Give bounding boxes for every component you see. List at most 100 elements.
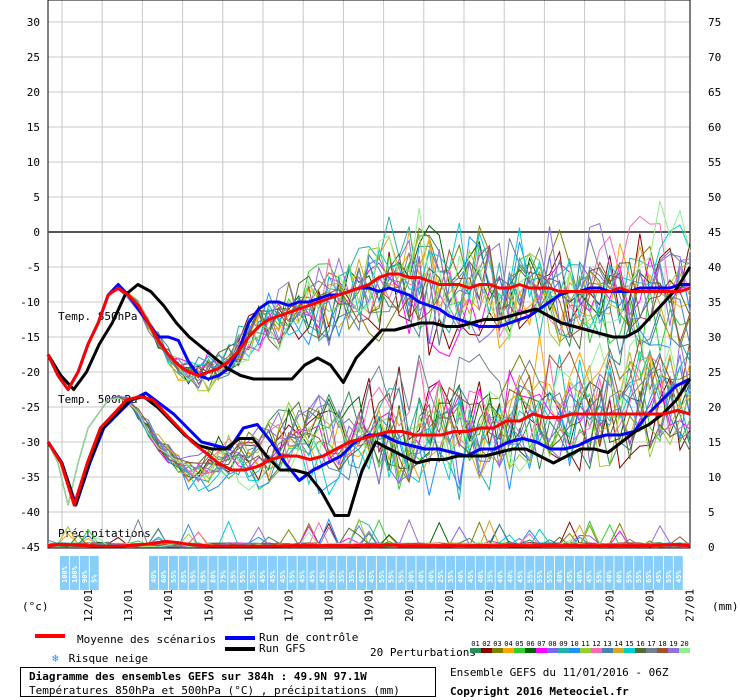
snow-risk-cell <box>634 556 644 590</box>
snow-risk-pct: 35% <box>328 570 336 583</box>
snow-risk-cell <box>376 556 386 590</box>
snow-risk-pct: 30% <box>408 570 416 583</box>
perturbation-key-11: 11 <box>580 640 591 653</box>
perturbation-key-10: 10 <box>569 640 580 653</box>
snow-risk-pct: 45% <box>675 570 683 583</box>
snow-risk-cell <box>79 556 89 590</box>
snow-risk-cell <box>475 556 485 590</box>
perturbation-swatch <box>668 648 679 653</box>
snow-risk-cell <box>495 556 505 590</box>
snow-risk-cell <box>208 556 218 590</box>
snow-risk-cell <box>218 556 228 590</box>
snow-risk-cell <box>406 556 416 590</box>
perturbation-key-01: 01 <box>470 640 481 653</box>
perturbation-swatch <box>613 648 624 653</box>
snow-risk-cell <box>604 556 614 590</box>
snowflake-icon: ❄ <box>52 652 59 665</box>
snow-risk-cell <box>624 556 634 590</box>
snow-risk-cell <box>574 556 584 590</box>
perturbation-number: 12 <box>592 640 601 648</box>
perturbation-number: 14 <box>614 640 623 648</box>
perturbation-number: 10 <box>570 640 579 648</box>
snow-risk-cell <box>594 556 604 590</box>
snow-risk-pct: 60% <box>615 570 623 583</box>
date-tick-label: 12/01 <box>82 589 95 622</box>
perturbation-swatch <box>635 648 646 653</box>
snow-risk-pct: 45% <box>586 570 594 583</box>
snow-risk-pct: 60% <box>160 570 168 583</box>
perturbation-number: 02 <box>482 640 491 648</box>
mean-swatch <box>35 633 65 638</box>
snow-risk-cell <box>416 556 426 590</box>
right-tick-label: 0 <box>708 541 715 554</box>
snow-risk-cell <box>555 556 564 590</box>
perturbation-swatch <box>569 648 580 653</box>
right-tick-label: 45 <box>708 226 721 239</box>
info-subtitle: Températures 850hPa et 500hPa (°C) , pré… <box>29 684 400 697</box>
perturbation-swatch <box>503 648 514 653</box>
snow-risk-pct: 95% <box>200 570 208 583</box>
left-tick-label: -5 <box>27 261 40 274</box>
snow-risk-pct: 55% <box>625 570 633 583</box>
perturbation-number: 16 <box>636 640 645 648</box>
snow-risk-cell <box>317 556 327 590</box>
snow-risk-pct: 55% <box>635 570 643 583</box>
snow-risk-pct: 55% <box>398 570 406 583</box>
snow-risk-pct: 75% <box>219 570 227 583</box>
perturbation-number: 03 <box>493 640 502 648</box>
left-tick-label: 5 <box>33 191 40 204</box>
snow-risk-cell <box>505 556 515 590</box>
date-tick-label: 18/01 <box>323 589 336 622</box>
perturbation-swatch <box>514 648 525 653</box>
snow-risk-pct: 55% <box>596 570 604 583</box>
perturbation-swatch <box>492 648 503 653</box>
snow-risk-pct: 45% <box>467 570 475 583</box>
perturbation-key-16: 16 <box>635 640 646 653</box>
right-tick-label: 25 <box>708 366 721 379</box>
snow-risk-pct: 40% <box>427 570 435 583</box>
date-tick-label: 16/01 <box>242 589 255 622</box>
snow-risk-cell <box>426 556 436 590</box>
legend-snow: ❄ Risque neige <box>52 652 148 665</box>
perturbation-number: 11 <box>581 640 590 648</box>
snow-risk-cell <box>357 556 366 590</box>
date-tick-label: 25/01 <box>603 589 616 622</box>
perturbation-key-07: 07 <box>536 640 547 653</box>
series-500hPa-run-de-contr-le <box>46 377 691 507</box>
snow-risk-cell <box>297 556 307 590</box>
date-tick-label: 22/01 <box>483 589 496 622</box>
left-tick-label: -45 <box>20 541 40 554</box>
perturbation-line <box>47 331 691 506</box>
right-tick-label: 5 <box>708 506 715 519</box>
perturbation-number: 18 <box>658 640 667 648</box>
right-tick-label: 55 <box>708 156 721 169</box>
snow-risk-cell <box>525 556 535 590</box>
snow-risk-cell <box>663 556 673 590</box>
perturbation-key-05: 05 <box>514 640 525 653</box>
snow-risk-cell <box>337 556 347 590</box>
perturbation-key-15: 15 <box>624 640 635 653</box>
snow-risk-pct: 40% <box>556 570 564 583</box>
left-tick-label: 0 <box>33 226 40 239</box>
snow-risk-cell <box>436 556 446 590</box>
perturbation-key-02: 02 <box>481 640 492 653</box>
perturbation-number: 13 <box>603 640 612 648</box>
snow-risk-pct: 55% <box>388 570 396 583</box>
perturbation-key-12: 12 <box>591 640 602 653</box>
series-500hPa-moyenne-des-sc-narios <box>46 395 691 507</box>
left-tick-label: -35 <box>20 471 40 484</box>
left-tick-label: 30 <box>27 16 40 29</box>
snow-risk-pct: 55% <box>239 570 247 583</box>
right-tick-label: 75 <box>708 16 721 29</box>
perturbation-number: 17 <box>647 640 656 648</box>
snow-risk-cell <box>168 556 178 590</box>
snow-risk-pct: 55% <box>170 570 178 583</box>
label-precip: Précipitations <box>58 527 151 540</box>
snow-risk-cell <box>465 556 475 590</box>
snow-risk-pct: 80% <box>210 570 218 583</box>
series-precipitation_mm-moyenne-des-sc-narios <box>47 539 691 548</box>
perturbation-line <box>47 353 691 506</box>
snow-risk-pct: 40% <box>417 570 425 583</box>
right-tick-label: 10 <box>708 471 721 484</box>
snow-risk-pct: 100% <box>71 565 79 583</box>
